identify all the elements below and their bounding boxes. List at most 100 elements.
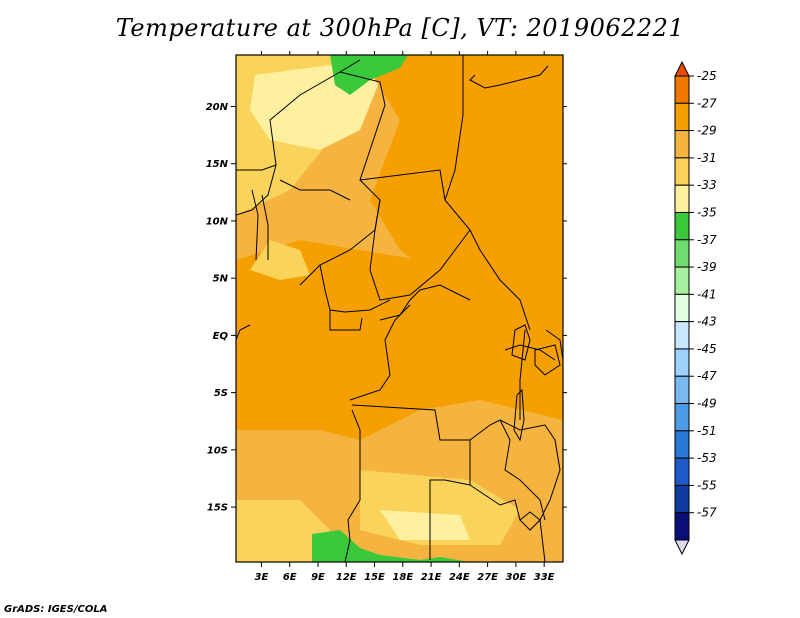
temperature-field [236, 55, 563, 562]
colorbar-swatch [674, 348, 690, 377]
border-line-12 [429, 440, 471, 560]
x-tick-label: 3E [255, 572, 269, 583]
lake-outline-0 [511, 324, 531, 361]
x-tick-label: 6E [283, 572, 297, 583]
field-region-11 [380, 510, 470, 540]
border-line-20 [261, 194, 269, 260]
colorbar-swatch [674, 375, 690, 405]
x-tick-label: 24E [449, 572, 470, 583]
colorbar-label: -25 [697, 69, 717, 83]
border-line-9 [349, 304, 411, 401]
colorbar-label: -35 [697, 205, 717, 219]
colorbar-swatch [674, 102, 690, 132]
lake-outline-1 [513, 388, 525, 442]
field-region-6 [236, 430, 360, 500]
colorbar-label: -33 [697, 178, 717, 192]
y-axis: 20N 15N 10N 5N EQ 5S 10S 15S [206, 102, 567, 514]
field-region-8 [236, 500, 330, 562]
y-tick-label: 5S [214, 388, 228, 399]
field-region-10 [250, 240, 310, 280]
y-tick-label: 15N [206, 159, 229, 170]
x-tick-label: 30E [506, 572, 527, 583]
grads-credit: GrADS: IGES/COLA [4, 604, 108, 615]
border-line-13 [469, 484, 521, 521]
colorbar-swatch [674, 130, 690, 159]
colorbar-swatch [674, 239, 690, 268]
colorbar-label: -53 [697, 451, 717, 465]
border-line-21 [279, 179, 351, 201]
colorbar-label: -27 [697, 96, 717, 110]
field-region-green-1 [312, 530, 470, 562]
colorbar-top-arrow [674, 60, 690, 77]
colorbar-label: -45 [697, 342, 717, 356]
border-line-5 [369, 199, 471, 301]
colorbar-label: -39 [697, 260, 717, 274]
x-tick-label: 33E [534, 572, 555, 583]
colorbar-label: -47 [697, 369, 717, 383]
field-region-3 [236, 240, 563, 440]
y-tick-label: 5N [213, 274, 229, 285]
border-line-23 [469, 65, 549, 89]
x-tick-label: 21E [421, 572, 442, 583]
colorbar-label: -31 [697, 151, 717, 165]
border-line-14 [499, 419, 546, 521]
x-tick-label: 9E [311, 572, 325, 583]
border-line-16 [545, 329, 563, 361]
border-line-22 [499, 419, 561, 562]
colorbar-label: -29 [697, 124, 717, 138]
lake-outline-3 [519, 511, 541, 531]
colorbar-swatch [674, 75, 690, 104]
x-tick-label: 15E [364, 572, 385, 583]
field-region-7 [360, 420, 520, 480]
border-line-6 [319, 264, 391, 313]
colorbar-label: -51 [697, 424, 717, 438]
border-line-10 [344, 409, 361, 562]
border-line-19 [251, 189, 259, 261]
colorbar-swatch [674, 484, 690, 514]
colorbar-swatch [674, 321, 690, 350]
colorbar-swatch [674, 184, 690, 213]
colorbar-swatch [674, 457, 690, 486]
y-tick-label: 10N [206, 216, 229, 227]
colorbar-swatch [674, 512, 690, 541]
colorbar-swatch [674, 266, 690, 295]
x-tick-label: 18E [392, 572, 413, 583]
colorbar-label: -41 [697, 287, 717, 301]
colorbar-swatch [674, 430, 690, 459]
x-tick-label: 27E [477, 572, 498, 583]
colorbar-swatch [674, 157, 690, 186]
x-tick-label: 12E [336, 572, 357, 583]
colorbar-label: -57 [697, 506, 717, 520]
field-region-4 [380, 55, 470, 140]
border-line-4 [444, 55, 464, 201]
colorbar-swatch [674, 211, 690, 241]
y-tick-label: 15S [207, 503, 228, 514]
border-line-1 [236, 164, 277, 171]
border-line-11 [351, 404, 501, 441]
colorbar-swatch [674, 403, 690, 432]
colorbar-label: -49 [697, 397, 717, 411]
lake-outline-2 [534, 344, 561, 376]
colorbar: -25 -27 -29 -31 -33 -35 -37 -39 -41 -43 -45 -47 -49 -… [674, 60, 717, 556]
border-line-2 [299, 71, 386, 286]
colorbar-label: -37 [697, 233, 717, 247]
colorbar-label: -43 [697, 315, 717, 329]
border-line-3 [359, 169, 531, 331]
field-region-5 [400, 190, 480, 240]
colorbar-bottom-arrow [674, 539, 690, 556]
border-line-8 [379, 284, 471, 321]
x-axis: 3E 6E 9E 12E 15E 18E 21E 24E 27E 30E 33E [255, 51, 555, 583]
chart-title: Temperature at 300hPa [C], VT: 201906222… [115, 14, 685, 42]
colorbar-swatch [674, 293, 690, 323]
border-line-7 [329, 310, 363, 331]
map-frame [235, 54, 564, 563]
border-line-18 [236, 324, 251, 341]
colorbar-label: -55 [697, 478, 717, 492]
y-tick-label: EQ [213, 331, 229, 342]
field-region-green-0 [330, 55, 408, 95]
border-line-0 [236, 59, 361, 216]
border-line-15 [519, 329, 526, 420]
y-tick-label: 10S [207, 445, 228, 456]
y-tick-label: 20N [206, 102, 229, 113]
